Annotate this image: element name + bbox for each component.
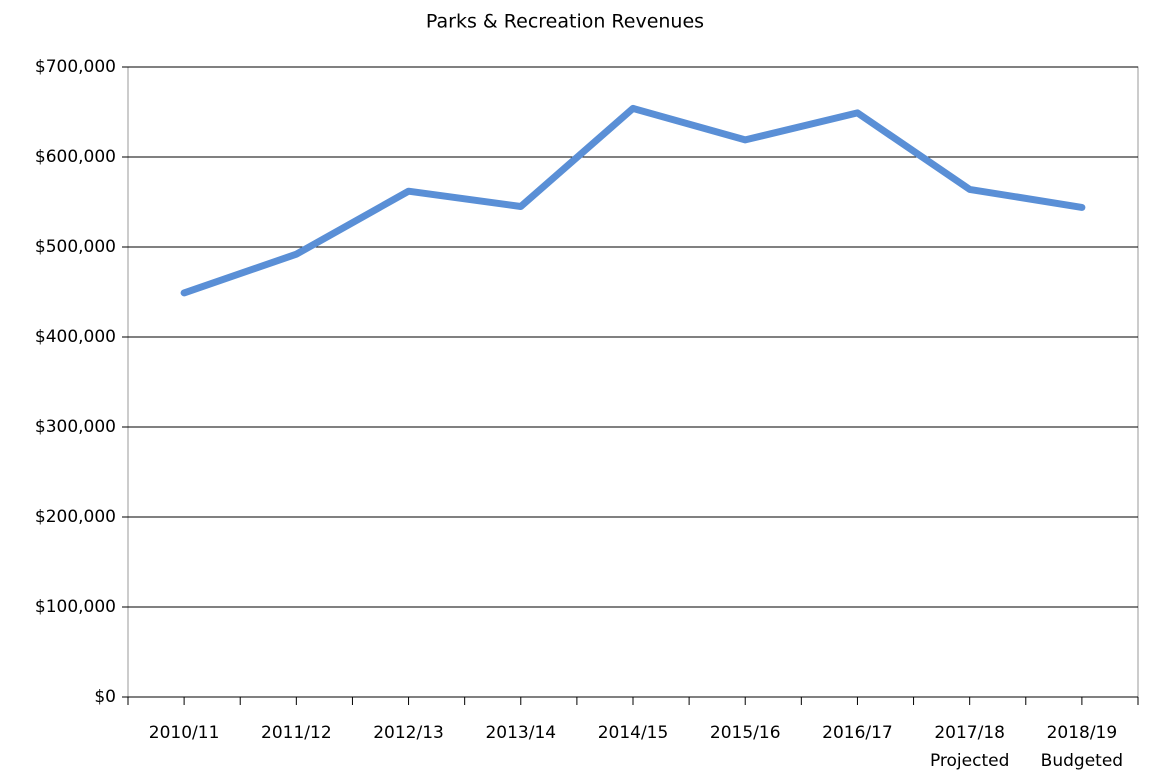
x-tick-label: 2012/13 [373, 723, 444, 743]
x-tick-label: 2010/11 [149, 723, 220, 743]
plot-area [127, 66, 1139, 698]
y-tick-label: $500,000 [35, 237, 116, 257]
y-tick-label: $200,000 [35, 507, 116, 527]
x-tick-label: 2018/19 [1047, 723, 1118, 743]
y-tick-label: $300,000 [35, 417, 116, 437]
x-tick-label: 2014/15 [598, 723, 669, 743]
line-series [180, 104, 1086, 297]
y-tick-label: $400,000 [35, 327, 116, 347]
x-tick-label: 2016/17 [822, 723, 893, 743]
y-tick-label: $700,000 [35, 57, 116, 77]
x-tick-label: Projected [930, 751, 1009, 771]
x-tick-label: 2015/16 [710, 723, 781, 743]
y-tick-label: $100,000 [35, 597, 116, 617]
chart-title: Parks & Recreation Revenues [426, 11, 704, 33]
y-tick-label: $600,000 [35, 147, 116, 167]
x-tick-label: Budgeted [1041, 751, 1123, 771]
x-tick-label: 2017/18 [934, 723, 1005, 743]
x-tick-label: 2013/14 [485, 723, 556, 743]
x-tick-label: 2011/12 [261, 723, 332, 743]
y-tick-label: $0 [94, 687, 116, 707]
